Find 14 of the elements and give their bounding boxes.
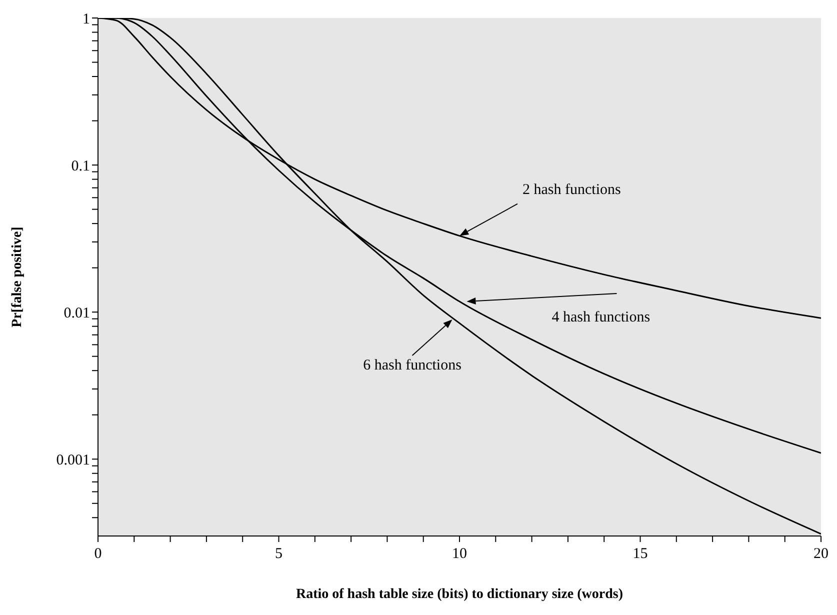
- y-tick-label: 0.001: [56, 452, 90, 468]
- x-axis-title: Ratio of hash table size (bits) to dictionary size (words): [296, 587, 624, 602]
- x-tick-label: 15: [632, 546, 648, 562]
- x-tick-label: 20: [814, 546, 828, 562]
- y-tick-label: 0.01: [64, 305, 90, 322]
- annotation: 6 hash functions: [363, 358, 462, 374]
- y-axis-title: Pr[false positive]: [10, 226, 25, 328]
- x-tick-label: 0: [94, 546, 102, 562]
- y-tick-label: 0.1: [71, 158, 90, 174]
- x-tick-label: 5: [275, 546, 282, 562]
- annotation: 4 hash functions: [552, 310, 650, 326]
- x-tick-label: 10: [452, 546, 467, 562]
- y-tick-label: 1: [82, 11, 90, 28]
- annotation: 2 hash functions: [522, 182, 621, 198]
